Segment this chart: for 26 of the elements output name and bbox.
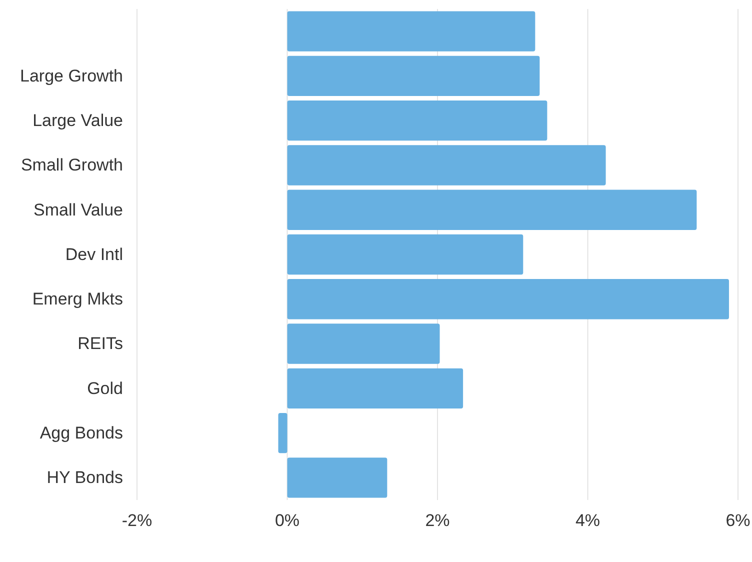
bar bbox=[287, 234, 524, 275]
bar bbox=[287, 458, 388, 498]
bar bbox=[287, 324, 440, 364]
bar bbox=[287, 368, 464, 408]
y-tick-label: REITs bbox=[78, 334, 123, 354]
x-tick-label: 0% bbox=[274, 511, 300, 530]
bar bbox=[287, 11, 536, 52]
y-tick-label: Large Growth bbox=[20, 66, 123, 86]
y-tick-label: Agg Bonds bbox=[40, 423, 123, 442]
y-tick-label: HY Bonds bbox=[46, 468, 123, 488]
x-tick-label: -2% bbox=[122, 511, 152, 530]
bar bbox=[287, 190, 697, 230]
x-tick-label: 2% bbox=[425, 511, 450, 530]
x-tick-label: 6% bbox=[726, 511, 750, 530]
x-tick-label: 4% bbox=[575, 511, 600, 530]
y-tick-label: Dev Intl bbox=[65, 244, 123, 264]
bar bbox=[278, 412, 288, 454]
bar bbox=[287, 100, 548, 141]
bar bbox=[287, 279, 729, 320]
y-tick-label: Gold bbox=[87, 378, 123, 398]
y-tick-label: Small Value bbox=[34, 200, 123, 220]
y-tick-label: Emerg Mkts bbox=[32, 290, 123, 309]
y-tick-label: Small Growth bbox=[20, 156, 123, 175]
bar bbox=[287, 145, 606, 186]
y-tick-label: Large Value bbox=[32, 111, 123, 130]
bar bbox=[287, 56, 540, 96]
